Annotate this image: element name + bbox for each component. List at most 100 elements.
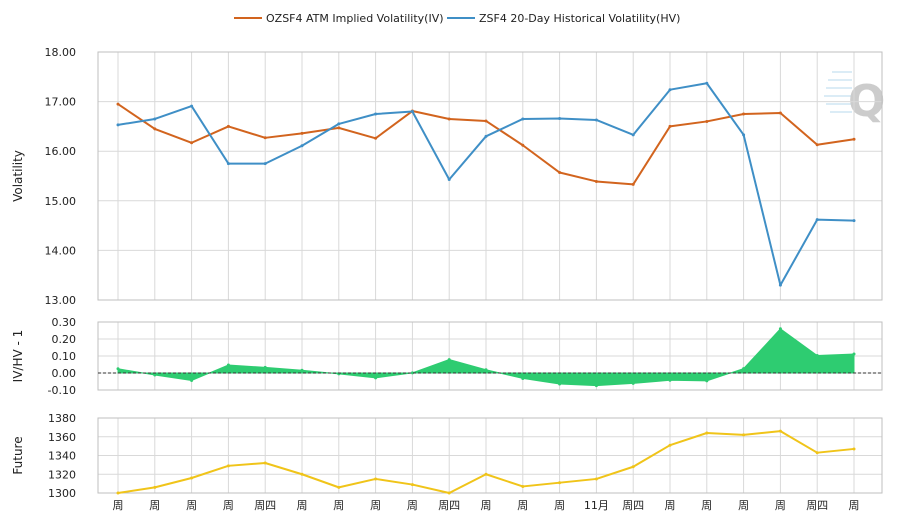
hv-point [116, 123, 120, 127]
future-point [263, 461, 267, 465]
hv-point [410, 110, 414, 114]
y-tick-label: 15.00 [45, 195, 77, 208]
iv-point [594, 179, 598, 183]
iv-point [300, 131, 304, 135]
future-point [153, 485, 157, 489]
hv-point [226, 162, 230, 166]
y-axis-label: Future [11, 436, 25, 474]
hv-point [521, 117, 525, 121]
ratio-point [447, 358, 451, 362]
ratio-point [558, 382, 562, 386]
x-tick-label: 周四 [254, 499, 276, 512]
hv-point [705, 81, 709, 85]
x-tick-label: 周 [554, 499, 565, 512]
future-point [337, 485, 341, 489]
future-point [410, 483, 414, 487]
hv-point [447, 177, 451, 181]
ratio-point [116, 367, 120, 371]
iv-point [631, 182, 635, 186]
ratio-point [705, 379, 709, 383]
x-tick-label: 11月 [584, 499, 609, 512]
y-tick-label: 1340 [48, 450, 76, 463]
y-tick-label: 1300 [48, 487, 76, 500]
y-tick-label: 16.00 [45, 145, 77, 158]
future-point [668, 443, 672, 447]
iv-point [484, 119, 488, 123]
iv-point [815, 143, 819, 147]
y-tick-label: 0.20 [52, 333, 77, 346]
ratio-point [742, 367, 746, 371]
future-point [300, 472, 304, 476]
y-tick-label: 0.10 [52, 350, 77, 363]
iv-point [742, 112, 746, 116]
future-point [374, 477, 378, 481]
iv-point [521, 143, 525, 147]
iv-point [153, 127, 157, 131]
ratio-point [594, 384, 598, 388]
ratio-point [852, 352, 856, 356]
ratio-point [226, 363, 230, 367]
future-point [778, 429, 782, 433]
hv-point [374, 112, 378, 116]
ratio-point [668, 378, 672, 382]
iv-point [778, 111, 782, 115]
future-point [705, 431, 709, 435]
ratio-point [300, 368, 304, 372]
ratio-point [521, 376, 525, 380]
iv-hv-ratio-panel: 0.30 0.20 0.10 0.00 -0.10 IV/HV - 1 [11, 316, 883, 397]
ratio-point [484, 368, 488, 372]
iv-point [705, 119, 709, 123]
x-tick-label: 周四 [622, 499, 644, 512]
iv-point [263, 136, 267, 140]
future-point [631, 465, 635, 469]
x-tick-label: 周四 [806, 499, 828, 512]
x-tick-label: 周 [665, 499, 676, 512]
y-tick-label: 1380 [48, 412, 76, 425]
future-point [484, 472, 488, 476]
hv-point [631, 133, 635, 137]
y-tick-label: 1320 [48, 468, 76, 481]
iv-point [116, 102, 120, 106]
iv-point [447, 117, 451, 121]
legend-hv-label: ZSF4 20-Day Historical Volatility(HV) [479, 12, 680, 25]
plot-frame [97, 51, 883, 301]
ratio-point [410, 371, 414, 375]
hv-point [484, 134, 488, 138]
future-point [558, 481, 562, 485]
x-tick-label: 周 [407, 499, 418, 512]
future-point [447, 491, 451, 495]
plot-frame [97, 417, 883, 494]
future-point [521, 484, 525, 488]
ratio-point [263, 365, 267, 369]
future-point [116, 491, 120, 495]
future-point [815, 451, 819, 455]
hv-point [668, 88, 672, 92]
iv-point [190, 141, 194, 145]
q-logo-icon: Q [824, 71, 885, 127]
x-tick-label: 周 [297, 499, 308, 512]
iv-point [337, 126, 341, 130]
x-tick-label: 周 [333, 499, 344, 512]
ratio-point [153, 373, 157, 377]
plot-frame [97, 321, 883, 391]
volatility-panel: 18.00 17.00 16.00 15.00 14.00 13.00 Volatility [11, 46, 883, 307]
future-point [190, 476, 194, 480]
future-point [226, 464, 230, 468]
x-tick-label: 周 [517, 499, 528, 512]
y-axis-label: IV/HV - 1 [11, 330, 25, 383]
ratio-point [190, 378, 194, 382]
y-axis-label: Volatility [11, 150, 25, 202]
x-tick-label: 周 [113, 499, 124, 512]
iv-point [558, 171, 562, 175]
future-point [594, 477, 598, 481]
x-tick-label: 周 [775, 499, 786, 512]
x-tick-label: 周四 [438, 499, 460, 512]
x-tick-label: 周 [223, 499, 234, 512]
y-tick-label: 1360 [48, 431, 76, 444]
y-tick-label: 18.00 [45, 46, 77, 59]
y-tick-label: 0.30 [52, 316, 77, 329]
y-tick-label: 14.00 [45, 244, 77, 257]
ratio-point [815, 353, 819, 357]
legend-iv-label: OZSF4 ATM Implied Volatility(IV) [266, 12, 444, 25]
hv-point [742, 133, 746, 137]
